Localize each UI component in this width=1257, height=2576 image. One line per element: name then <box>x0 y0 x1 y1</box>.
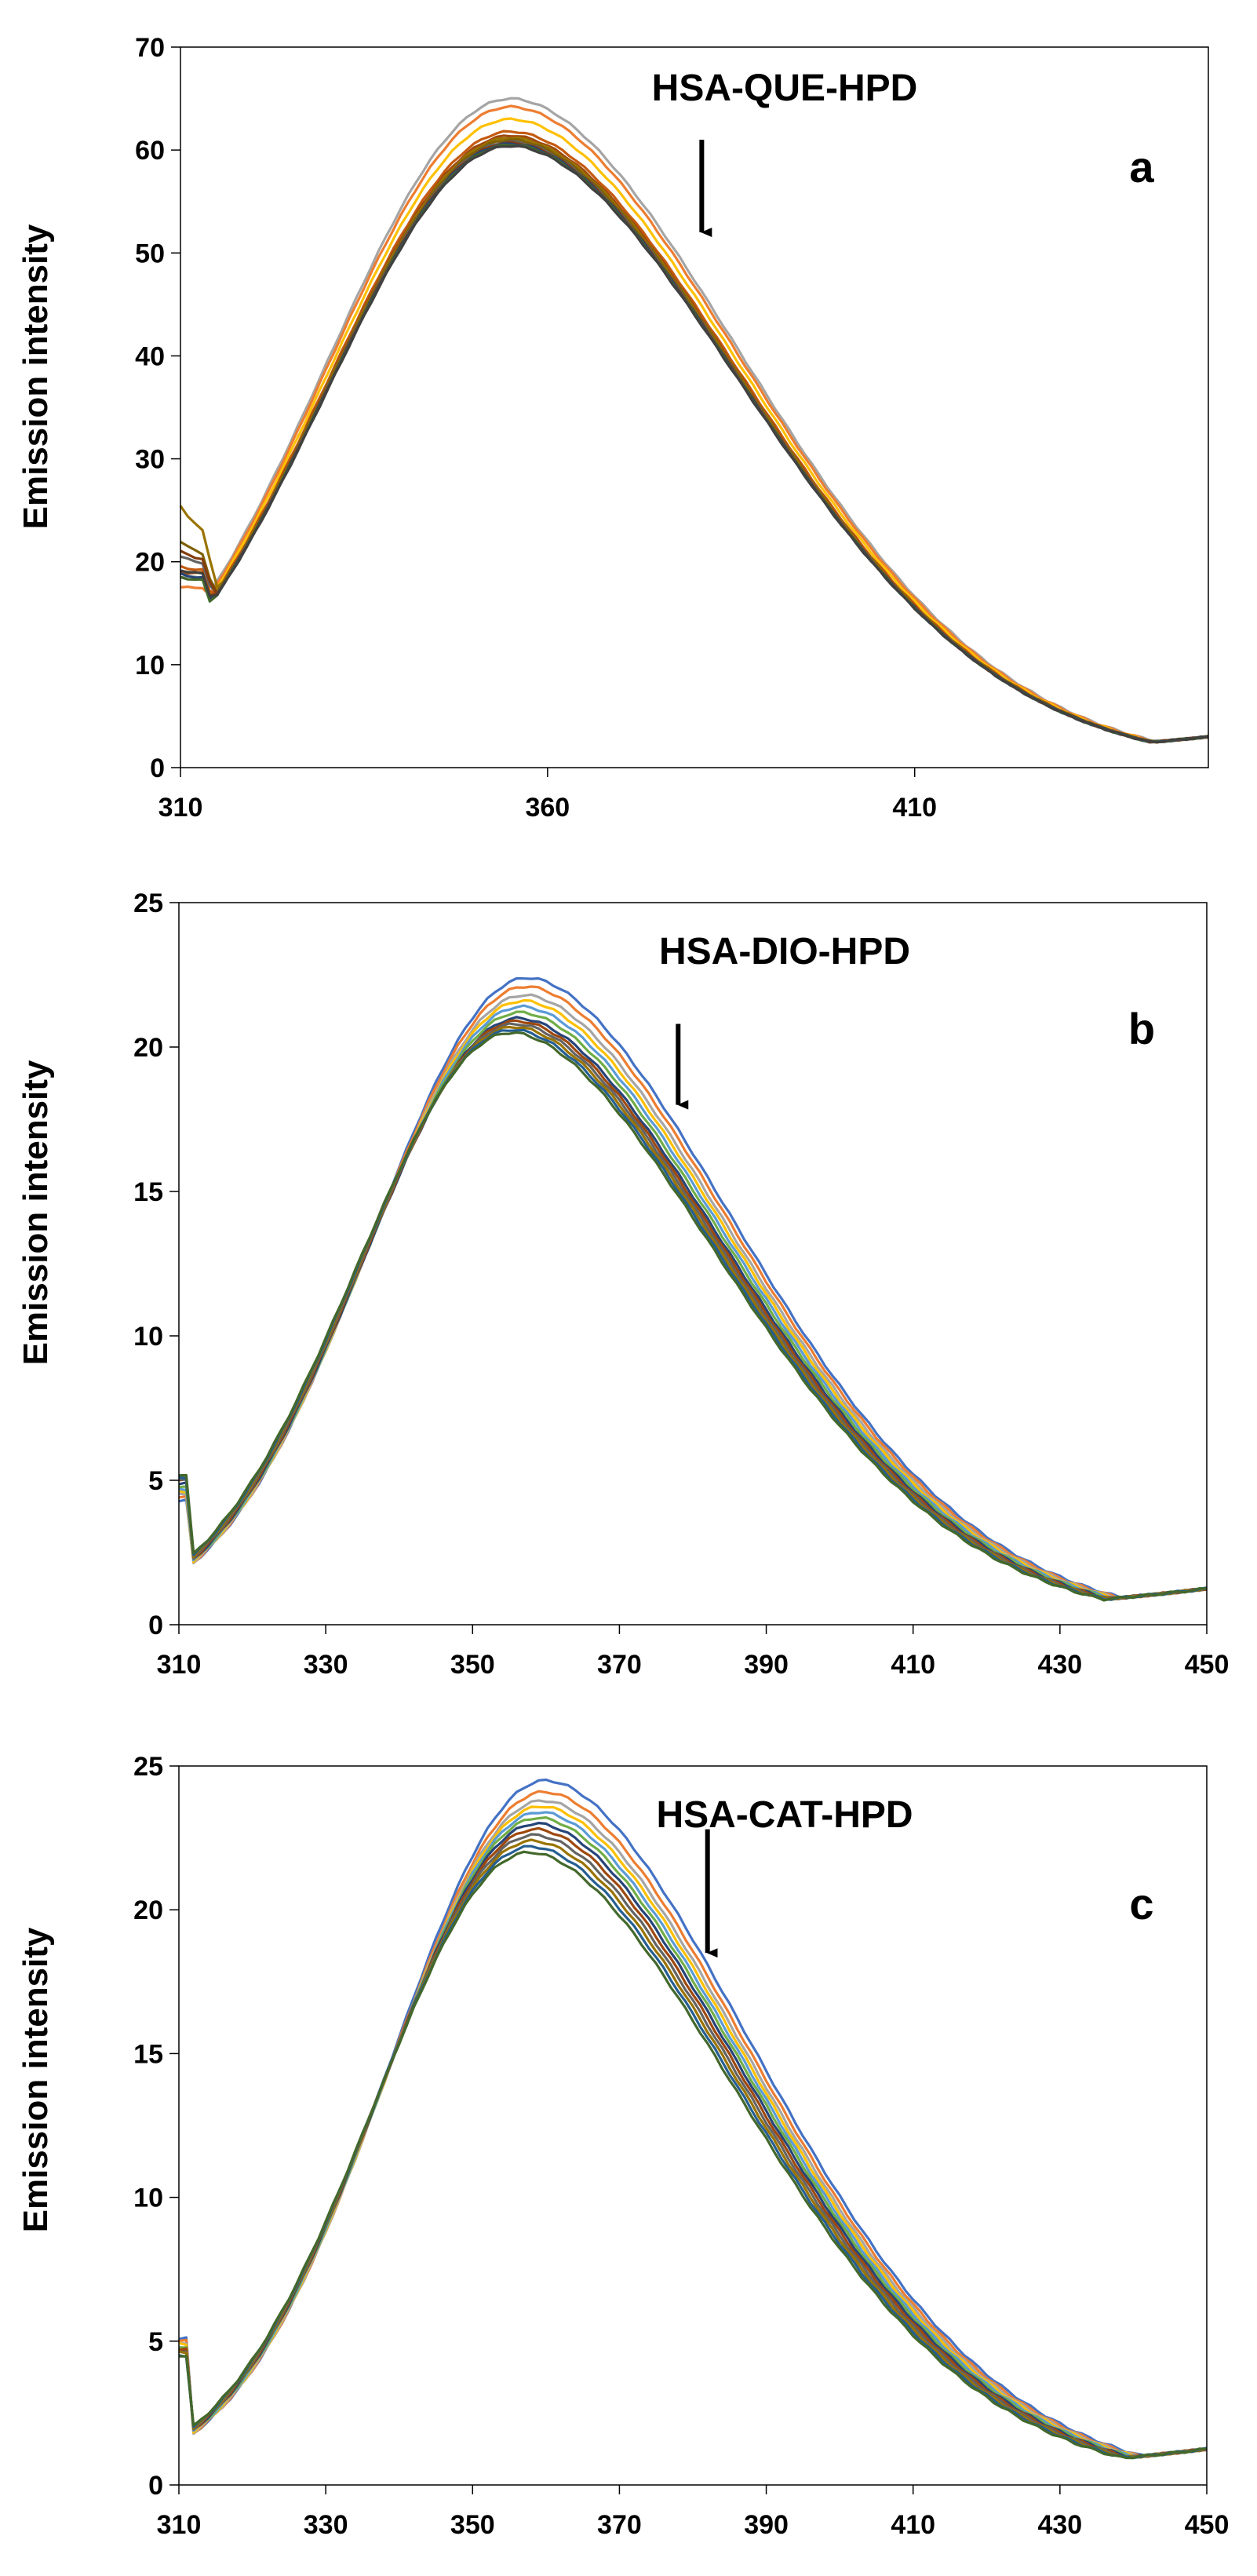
series-line-7 <box>178 1016 1208 1600</box>
series-line-8 <box>178 1826 1208 2459</box>
y-axis-title: Emission intensity <box>16 1060 55 1365</box>
chart-panel-b: Emission intensity 0 5 10 15 20 25 310 330 350 37… <box>16 888 1229 1680</box>
series-line-7 <box>178 1822 1208 2458</box>
x-tick-label: 410 <box>892 793 937 823</box>
x-tick-label: 350 <box>450 2510 495 2540</box>
series-line-2 <box>180 104 1209 743</box>
plot-area-frame <box>178 1765 1208 2486</box>
series-line-3 <box>178 993 1208 1600</box>
series-line-6 <box>179 136 1209 744</box>
y-tick-label: 20 <box>135 548 165 578</box>
series-line-2 <box>178 1790 1208 2458</box>
x-tick-label: 330 <box>304 1650 348 1680</box>
y-axis-title: Emission intensity <box>16 1927 55 2232</box>
series-line-10 <box>178 1838 1208 2459</box>
x-tick-label: 450 <box>1185 2510 1230 2540</box>
series-line-10 <box>180 142 1209 743</box>
x-tick-label: 390 <box>744 1650 789 1680</box>
y-tick-label: 0 <box>148 1611 163 1640</box>
chart-panel-c: Emission intensity 0 5 10 15 20 25 310 330 350 37… <box>16 1752 1229 2540</box>
y-tick-label: 25 <box>133 888 163 918</box>
x-tick-label: 430 <box>1037 2510 1082 2540</box>
ticks-layer: 0 5 10 15 20 25 310 330 350 370 390 410 430 450 <box>133 888 1229 1680</box>
series-line-6 <box>178 1010 1208 1600</box>
y-tick-label: 15 <box>133 1177 163 1207</box>
panel-label: c <box>1129 1879 1153 1928</box>
series-line-11 <box>178 1028 1208 1601</box>
x-tick-label: 330 <box>304 2510 348 2540</box>
series-line-3 <box>178 1799 1208 2459</box>
series-line-7 <box>180 138 1209 744</box>
y-tick-label: 5 <box>148 2327 163 2357</box>
panel-label: b <box>1128 1004 1155 1053</box>
series-line-12 <box>178 1850 1208 2460</box>
ticks-layer: 0 10 20 30 40 50 60 70 310 360 410 <box>135 33 937 823</box>
y-tick-label: 15 <box>133 2039 163 2069</box>
x-tick-label: 310 <box>158 793 203 823</box>
ticks-layer: 0 5 10 15 20 25 310 330 350 370 390 410 430 450 <box>133 1752 1229 2540</box>
series-line-3 <box>180 117 1209 743</box>
y-tick-label: 40 <box>135 341 165 371</box>
y-tick-label: 20 <box>133 1033 163 1063</box>
y-tick-label: 50 <box>135 239 165 268</box>
series-line-9 <box>180 140 1209 744</box>
series-line-12 <box>178 1031 1208 1602</box>
series-line-6 <box>178 1816 1208 2460</box>
series-line-4 <box>180 130 1209 743</box>
y-tick-label: 20 <box>133 1896 163 1925</box>
series-line-5 <box>178 1004 1208 1600</box>
series-layer <box>178 1778 1208 2460</box>
series-line-8 <box>180 140 1209 744</box>
x-tick-label: 450 <box>1185 1650 1230 1680</box>
series-layer <box>178 976 1208 1602</box>
series-line-12 <box>180 144 1209 744</box>
x-tick-label: 410 <box>891 1650 935 1680</box>
series-line-1 <box>178 976 1208 1600</box>
series-line-4 <box>178 1805 1208 2459</box>
y-tick-label: 10 <box>135 651 165 680</box>
y-axis-title: Emission intensity <box>16 224 55 529</box>
x-tick-label: 430 <box>1037 1650 1082 1680</box>
y-tick-label: 60 <box>135 136 165 166</box>
series-line-11 <box>180 143 1209 743</box>
series-annotation: HSA-DIO-HPD <box>659 931 910 972</box>
y-tick-label: 70 <box>135 33 165 63</box>
y-tick-label: 25 <box>133 1752 163 1782</box>
x-tick-label: 390 <box>744 2510 789 2540</box>
plot-area-frame <box>180 46 1209 768</box>
series-line-9 <box>178 1022 1208 1600</box>
x-tick-label: 350 <box>450 1650 495 1680</box>
x-tick-label: 310 <box>157 1650 202 1680</box>
series-line-2 <box>178 985 1208 1600</box>
series-line-8 <box>178 1019 1208 1600</box>
x-tick-label: 360 <box>525 793 570 823</box>
plot-area-frame <box>178 902 1208 1626</box>
series-line-11 <box>178 1844 1208 2460</box>
y-tick-label: 10 <box>133 1322 163 1352</box>
x-tick-label: 310 <box>157 2510 202 2540</box>
series-line-1 <box>180 97 1209 744</box>
y-tick-label: 0 <box>148 2471 163 2501</box>
y-tick-label: 5 <box>148 1466 163 1496</box>
series-annotation: HSA-QUE-HPD <box>652 68 918 109</box>
x-tick-label: 370 <box>597 2510 642 2540</box>
series-line-5 <box>178 1811 1208 2459</box>
series-layer <box>179 97 1209 744</box>
x-tick-label: 410 <box>891 2510 935 2540</box>
x-tick-label: 370 <box>597 1650 642 1680</box>
series-line-1 <box>178 1778 1208 2457</box>
panel-label: a <box>1129 142 1154 192</box>
series-annotation: HSA-CAT-HPD <box>656 1794 913 1836</box>
series-line-9 <box>178 1833 1208 2458</box>
series-line-5 <box>180 134 1209 743</box>
y-tick-label: 0 <box>150 753 165 783</box>
y-tick-label: 30 <box>135 445 165 475</box>
series-line-10 <box>178 1025 1208 1601</box>
series-line-4 <box>178 998 1208 1600</box>
y-tick-label: 10 <box>133 2184 163 2213</box>
chart-panel-a: Emission intensity 0 10 20 30 40 50 60 70 310 360… <box>16 33 1209 823</box>
